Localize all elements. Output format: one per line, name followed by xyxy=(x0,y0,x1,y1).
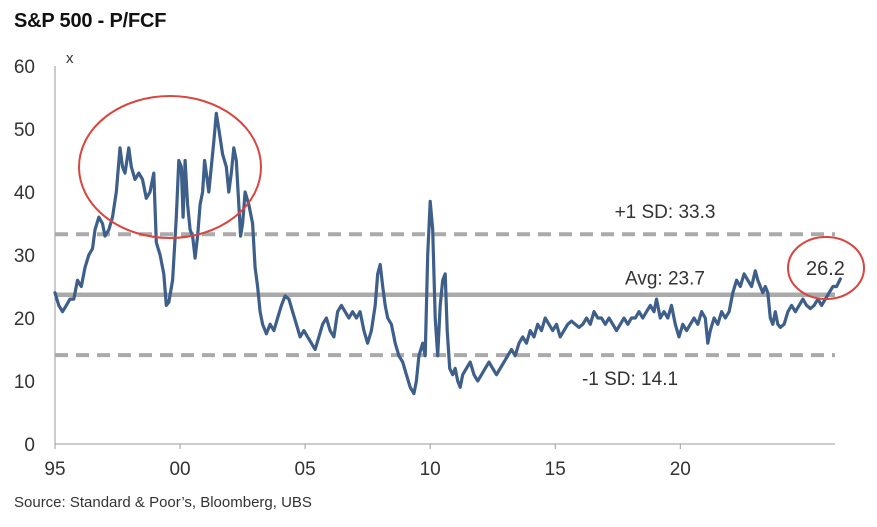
axes xyxy=(54,66,835,445)
y-tick-label: 60 xyxy=(14,57,35,78)
latest-highlight-circle xyxy=(787,236,865,300)
source-note: Source: Standard & Poor’s, Bloomberg, UB… xyxy=(14,494,312,511)
x-tick-label: 15 xyxy=(545,459,566,480)
latest-value-label: 26.2 xyxy=(806,258,845,280)
chart-title: S&P 500 - P/FCF xyxy=(14,10,167,32)
x-tick-label: 00 xyxy=(169,459,190,480)
x-tick-label: 10 xyxy=(420,459,441,480)
reference-line-label: -1 SD: 14.1 xyxy=(582,369,678,390)
reference-line-label: +1 SD: 33.3 xyxy=(615,202,716,223)
y-tick-label: 30 xyxy=(14,246,35,267)
y-tick-label: 50 xyxy=(14,120,35,141)
x-tick-label: 95 xyxy=(44,459,65,480)
x-tick-label: 05 xyxy=(295,459,316,480)
reference-line-label: Avg: 23.7 xyxy=(625,269,705,290)
y-tick-label: 20 xyxy=(14,309,35,330)
pfcf-series-line xyxy=(53,111,842,396)
y-tick-label: 10 xyxy=(14,372,35,393)
y-tick-label: 0 xyxy=(24,435,35,456)
peak-highlight-circle xyxy=(78,95,262,239)
y-unit-label: x xyxy=(66,50,74,67)
y-tick-label: 40 xyxy=(14,183,35,204)
x-tick-labels: 95 00 05 10 15 20 xyxy=(44,444,691,480)
y-tick-labels: 0 10 20 30 40 50 60 xyxy=(14,57,35,456)
x-tick-label: 20 xyxy=(670,459,691,480)
